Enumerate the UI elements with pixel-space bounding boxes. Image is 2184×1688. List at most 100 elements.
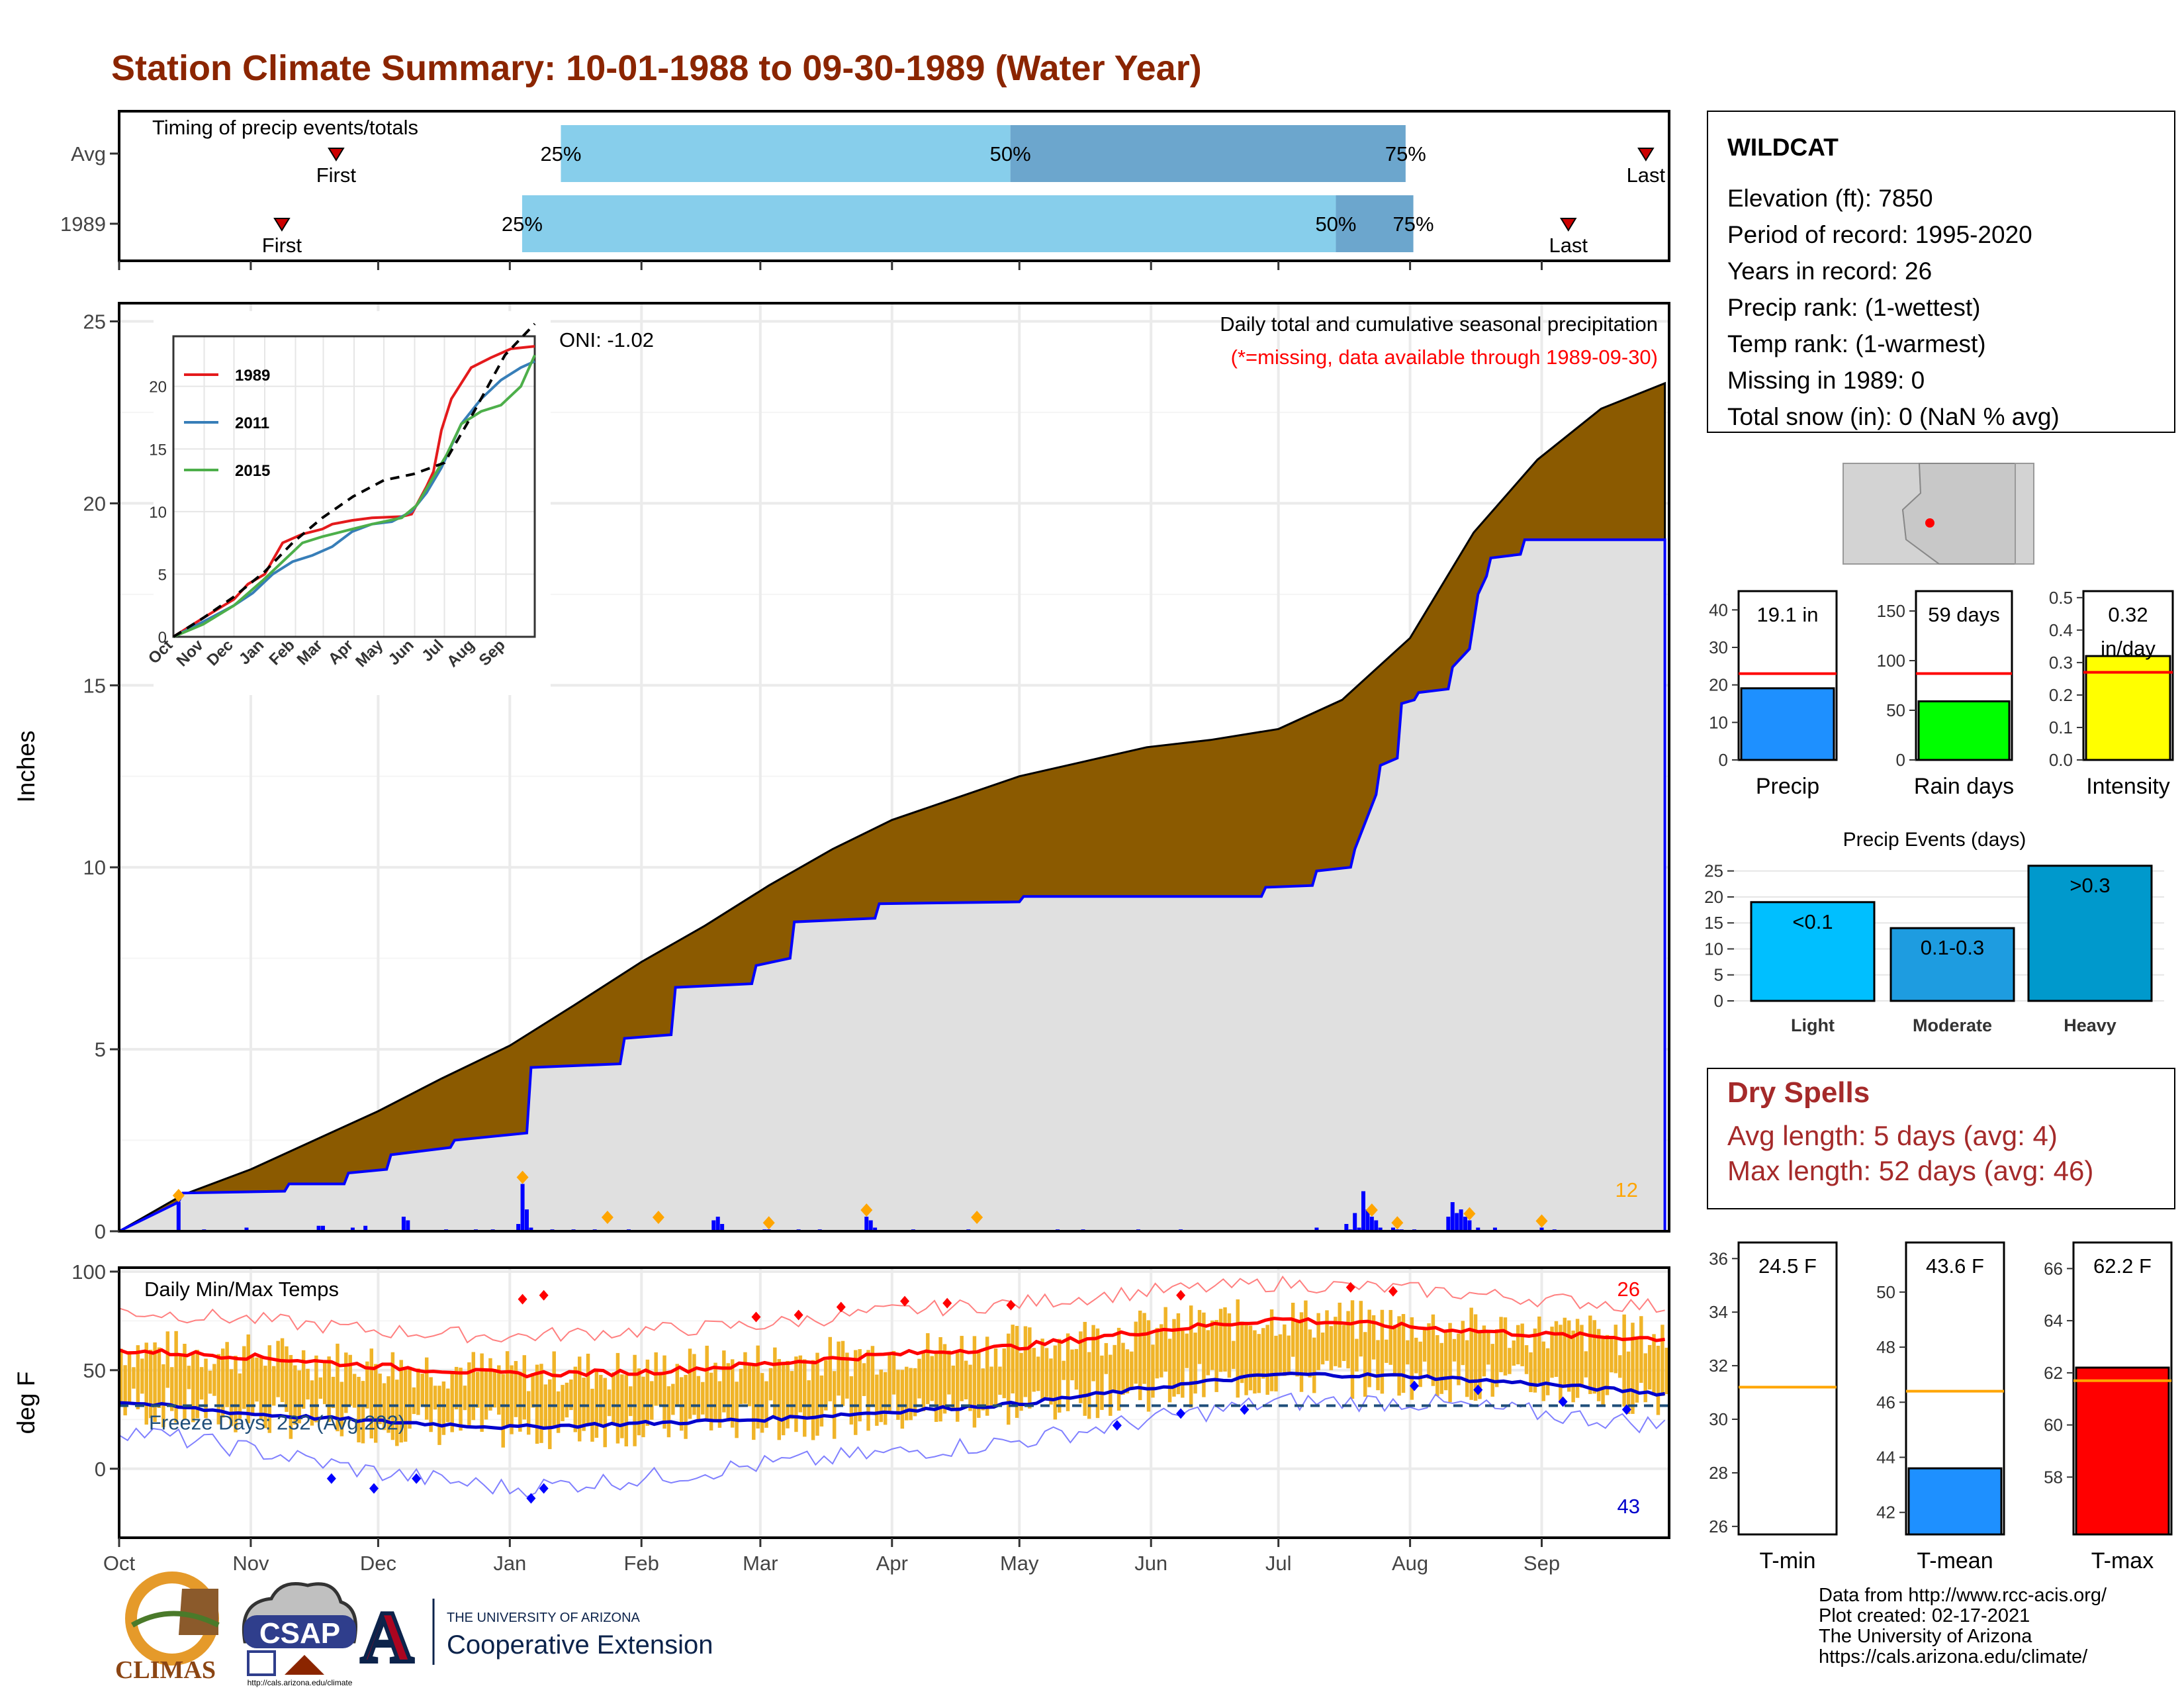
- daily-temp-bar: [1083, 1321, 1087, 1416]
- daily-temp-bar: [811, 1360, 815, 1440]
- daily-temp-bar: [883, 1372, 887, 1425]
- daily-temp-bar: [628, 1386, 633, 1417]
- summary-ytick-label: 0: [1896, 750, 1905, 770]
- daily-precip-bar: [868, 1220, 873, 1231]
- daily-temp-bar: [615, 1352, 620, 1444]
- daily-temp-bar: [768, 1368, 773, 1401]
- daily-temp-bar: [480, 1353, 484, 1432]
- record-low-marker: [526, 1493, 536, 1504]
- timing-last-marker: [1559, 218, 1577, 232]
- daily-temp-bar: [735, 1382, 739, 1438]
- daily-temp-bar: [1023, 1326, 1028, 1397]
- summary-ytick-label: 10: [1709, 712, 1728, 732]
- daily-temp-bar: [1214, 1320, 1218, 1392]
- month-label: Mar: [743, 1552, 778, 1575]
- station-info-line: Temp rank: (1-warmest): [1727, 330, 1986, 357]
- daily-temp-bar: [267, 1345, 272, 1433]
- daily-temp-bar: [390, 1352, 395, 1440]
- summary-ytick-label: 44: [1876, 1448, 1895, 1468]
- daily-temp-bar: [1397, 1316, 1401, 1396]
- daily-temp-bar: [1151, 1344, 1155, 1398]
- daily-precip-bar: [1369, 1217, 1374, 1231]
- record-low-marker: [1176, 1408, 1186, 1419]
- daily-temp-bar: [858, 1349, 862, 1422]
- timing-p50-label: 50%: [1315, 212, 1356, 236]
- timing-first-label: First: [262, 234, 302, 257]
- daily-temp-bar: [488, 1358, 492, 1411]
- daily-temp-bar: [841, 1340, 845, 1406]
- station-info-box: WILDCAT Elevation (ft): 7850 Period of re…: [1707, 111, 2175, 433]
- median-precip-area: [118, 538, 1666, 1233]
- daily-temp-bar: [1091, 1325, 1095, 1382]
- daily-temp-bar: [837, 1341, 841, 1396]
- daily-temp-bar: [777, 1359, 782, 1440]
- record-high-marker: [1006, 1299, 1016, 1311]
- timing-p25-label: 25%: [502, 212, 543, 236]
- daily-temp-bar: [989, 1366, 993, 1408]
- daily-temp-bar: [1371, 1315, 1376, 1360]
- daily-temp-bar: [331, 1376, 336, 1409]
- daily-temp-bar: [327, 1356, 331, 1422]
- daily-temp-bar: [1253, 1330, 1257, 1394]
- daily-temp-bar: [1109, 1354, 1113, 1416]
- daily-temp-bar: [1469, 1307, 1473, 1400]
- record-high-marker: [1176, 1289, 1186, 1301]
- timing-last-marker: [1637, 148, 1655, 162]
- daily-precip-bar: [1344, 1224, 1349, 1231]
- daily-temp-bar: [416, 1368, 420, 1415]
- daily-temp-bar: [399, 1360, 403, 1443]
- csap-text: CSAP: [259, 1617, 340, 1650]
- summary-ytick-label: 60: [2044, 1415, 2063, 1435]
- daily-temp-bar: [1130, 1351, 1134, 1390]
- daily-temp-bar: [798, 1355, 803, 1413]
- daily-temp-bar: [297, 1370, 301, 1424]
- daily-temp-bar: [1631, 1323, 1635, 1414]
- daily-temp-bar: [696, 1376, 701, 1421]
- daily-temp-bar: [998, 1366, 1002, 1395]
- daily-temp-bar: [1210, 1320, 1214, 1370]
- temp-ytick-label: 50: [83, 1359, 106, 1382]
- month-label: Jun: [1134, 1552, 1167, 1575]
- summary-ytick-label: 0.1: [2049, 718, 2073, 737]
- station-info-line: Period of record: 1995-2020: [1727, 221, 2032, 248]
- daily-precip-bar: [1539, 1227, 1544, 1231]
- heavy-precip-marker: [971, 1211, 983, 1225]
- daily-temp-bar: [1664, 1347, 1669, 1395]
- daily-temp-bar: [204, 1358, 208, 1419]
- daily-temp-bar: [340, 1382, 344, 1436]
- daily-temp-bar: [1185, 1333, 1189, 1368]
- daily-temp-bar: [1385, 1339, 1388, 1363]
- daily-temp-bar: [938, 1336, 942, 1422]
- daily-temp-bar: [586, 1353, 590, 1425]
- record-low-marker: [1112, 1420, 1122, 1431]
- station-name: WILDCAT: [1727, 134, 1839, 161]
- daily-temp-bar: [1232, 1340, 1236, 1369]
- daily-precip-bar: [1361, 1191, 1366, 1231]
- temp-ytick-label: 100: [71, 1260, 106, 1284]
- daily-temp-bar: [293, 1365, 297, 1425]
- events-ytick-label: 15: [1704, 913, 1723, 933]
- daily-temp-bar: [556, 1391, 561, 1433]
- daily-precip-bar: [1463, 1217, 1468, 1231]
- month-label: Dec: [360, 1552, 396, 1575]
- page-title: Station Climate Summary: 10-01-1988 to 0…: [111, 48, 1202, 88]
- daily-temp-bar: [552, 1351, 556, 1428]
- daily-temp-bar: [169, 1367, 174, 1411]
- daily-temp-bar: [645, 1359, 650, 1426]
- daily-temp-bar: [140, 1358, 144, 1394]
- daily-temp-bar: [1431, 1314, 1435, 1386]
- events-ytick-label: 10: [1704, 939, 1723, 959]
- daily-temp-bar: [577, 1356, 582, 1442]
- inset-legend-label: 1989: [235, 367, 270, 385]
- daily-temp-bar: [1066, 1333, 1070, 1411]
- daily-temp-bar: [926, 1333, 930, 1405]
- daily-temp-bar: [1342, 1325, 1346, 1362]
- summary-value-label: 43.6 F: [1926, 1254, 1984, 1278]
- daily-temp-bar: [314, 1355, 318, 1423]
- daily-temp-bar: [713, 1362, 717, 1421]
- daily-precip-bar: [1314, 1227, 1319, 1231]
- daily-temp-bar: [336, 1343, 340, 1432]
- daily-temp-bar: [348, 1354, 352, 1406]
- daily-temp-bar: [1138, 1310, 1142, 1401]
- daily-temp-bar: [212, 1364, 216, 1396]
